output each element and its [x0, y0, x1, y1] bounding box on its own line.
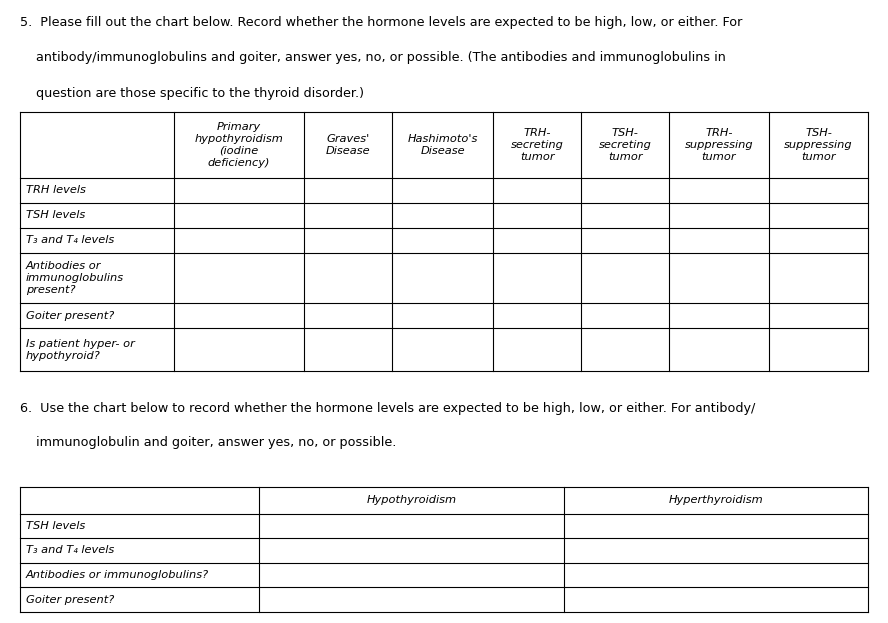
Text: TSH-
suppressing
tumor: TSH- suppressing tumor — [784, 128, 852, 162]
Text: Antibodies or
immunoglobulins
present?: Antibodies or immunoglobulins present? — [26, 261, 124, 295]
Text: TRH-
suppressing
tumor: TRH- suppressing tumor — [685, 128, 753, 162]
Text: Is patient hyper- or
hypothyroid?: Is patient hyper- or hypothyroid? — [26, 338, 134, 361]
Text: Antibodies or immunoglobulins?: Antibodies or immunoglobulins? — [26, 570, 209, 580]
Text: Hyperthyroidism: Hyperthyroidism — [669, 495, 764, 505]
Text: Primary
hypothyroidism
(iodine
deficiency): Primary hypothyroidism (iodine deficienc… — [194, 122, 283, 168]
Text: Hashimoto's
Disease: Hashimoto's Disease — [408, 134, 478, 156]
Text: Hypothyroidism: Hypothyroidism — [367, 495, 456, 505]
Text: immunoglobulin and goiter, answer yes, no, or possible.: immunoglobulin and goiter, answer yes, n… — [20, 436, 396, 449]
Text: 5.  Please fill out the chart below. Record whether the hormone levels are expec: 5. Please fill out the chart below. Reco… — [20, 16, 741, 29]
Text: TRH levels: TRH levels — [26, 185, 85, 195]
Text: T₃ and T₄ levels: T₃ and T₄ levels — [26, 546, 114, 556]
Text: question are those specific to the thyroid disorder.): question are those specific to the thyro… — [20, 87, 363, 100]
Text: TSH levels: TSH levels — [26, 210, 85, 221]
Text: Graves'
Disease: Graves' Disease — [325, 134, 370, 156]
Text: T₃ and T₄ levels: T₃ and T₄ levels — [26, 235, 114, 245]
Text: Goiter present?: Goiter present? — [26, 594, 114, 604]
Text: antibody/immunoglobulins and goiter, answer yes, no, or possible. (The antibodie: antibody/immunoglobulins and goiter, ans… — [20, 51, 725, 64]
Text: Goiter present?: Goiter present? — [26, 311, 114, 321]
Text: TSH levels: TSH levels — [26, 521, 85, 531]
Text: TRH-
secreting
tumor: TRH- secreting tumor — [511, 128, 564, 162]
Text: TSH-
secreting
tumor: TSH- secreting tumor — [599, 128, 652, 162]
Text: 6.  Use the chart below to record whether the hormone levels are expected to be : 6. Use the chart below to record whether… — [20, 402, 755, 415]
